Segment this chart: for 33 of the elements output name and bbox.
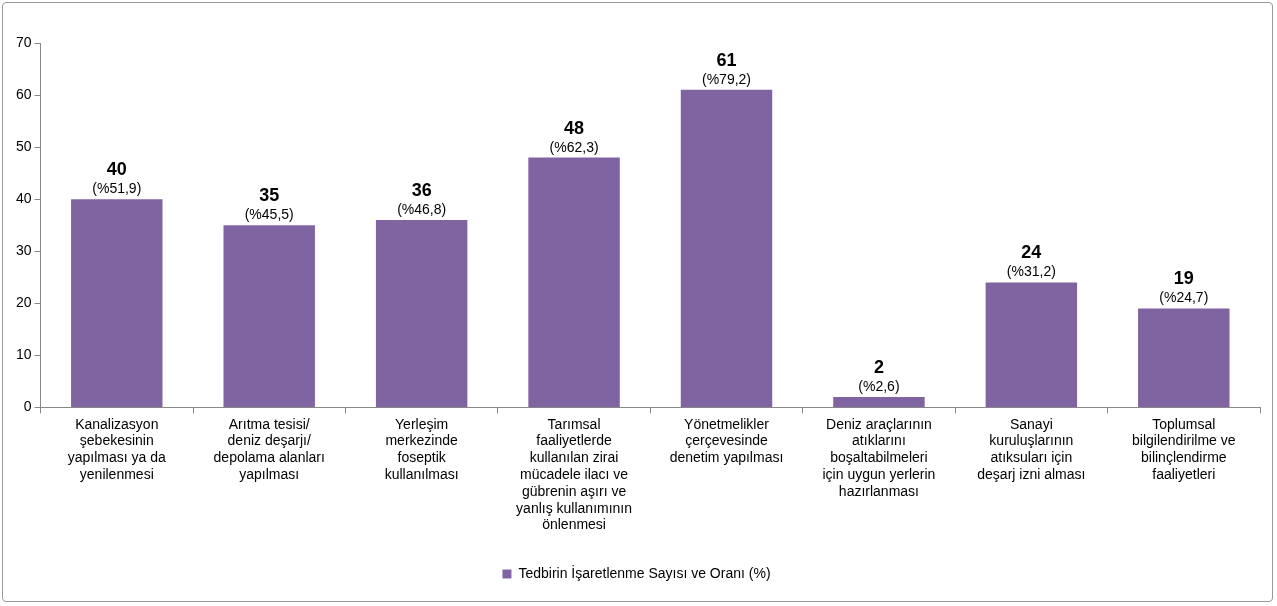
y-tick-label: 20 (15, 294, 32, 311)
y-tick-label: 60 (15, 85, 32, 102)
x-tick-label: Tarımsal faaliyetlerde kullanılan zirai mücadele ilacı ve gübrenin aşırı ve yanlış kullanımının önlenmesi (516, 415, 633, 533)
data-label: 19 (%24,7) (1159, 268, 1209, 306)
x-tick-label: Deniz araçlarının atıklarını boşaltabilmeleri için uygun yerlerin hazırlanması (822, 415, 936, 499)
bar (1138, 308, 1230, 407)
x-tick-label: Toplumsal bilgilendirilme ve bilinçlendirme faaliyetleri (1132, 415, 1236, 483)
x-tick-label: Yerleşim merkezinde foseptik kullanılması (384, 415, 459, 483)
bar (71, 199, 163, 407)
data-label: 24 (%31,2) (1006, 242, 1056, 280)
data-label: 48 (%62,3) (549, 117, 599, 155)
y-tick-label: 0 (23, 398, 32, 415)
bar (528, 157, 620, 407)
bar (375, 219, 468, 407)
legend-label: Tedbirin İşaretlenme Sayısı ve Oranı (%) (518, 563, 771, 581)
x-tick-label: Kanalizasyon şebekesinin yapılması ya da yenilenmesi (67, 415, 167, 483)
bar (680, 89, 773, 407)
data-label: 61 (%79,2) (701, 49, 752, 87)
data-label: 2 (%2,6) (858, 356, 900, 394)
x-tick-label: Yönetmelikler çerçevesinde denetim yapılması (669, 415, 784, 466)
y-tick-label: 30 (15, 242, 32, 259)
y-tick-label: 40 (15, 190, 32, 207)
x-tick-label: Arıtma tesisi/ deniz deşarjı/ depolama alanları yapılması (213, 415, 325, 483)
y-tick-label: 70 (15, 33, 32, 50)
y-tick-label: 10 (15, 346, 32, 363)
bar (833, 396, 925, 407)
bar (985, 282, 1078, 407)
data-label: 40 (%51,9) (92, 159, 142, 197)
y-tick-label: 50 (15, 137, 32, 154)
x-tick-label: Sanayi kuruluşlarının atıksuları için deşarj izni alması (977, 415, 1086, 483)
data-label: 36 (%46,8) (397, 179, 447, 217)
bar (223, 225, 315, 407)
data-label: 35 (%45,5) (244, 185, 294, 223)
